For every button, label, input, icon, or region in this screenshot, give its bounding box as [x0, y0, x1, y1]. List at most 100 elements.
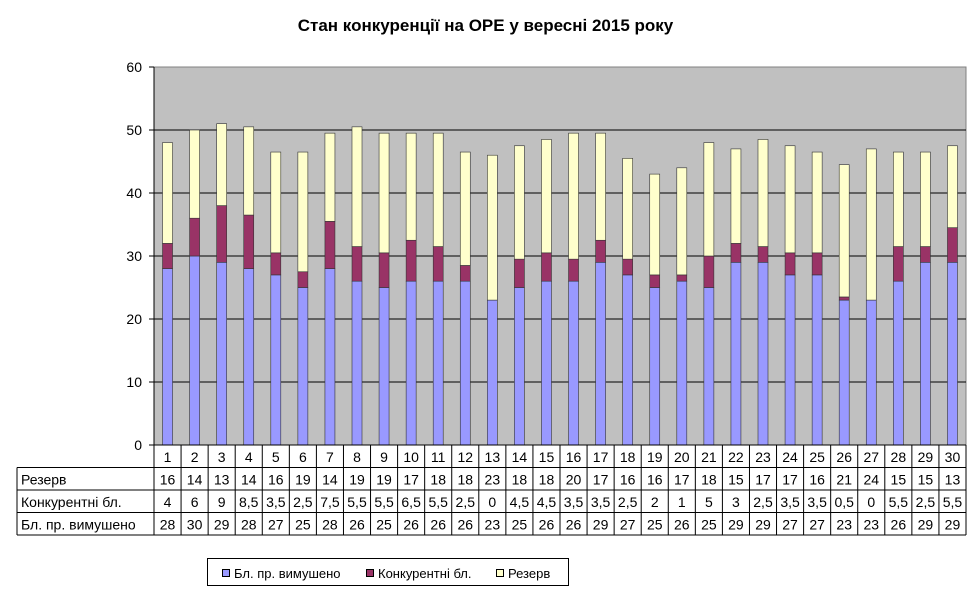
bar-forced: [811, 274, 823, 446]
bar-reserve: [432, 132, 444, 247]
legend-swatch-forced: [222, 569, 230, 577]
table-row-competitive-cell: 3,5: [591, 494, 611, 510]
table-row-competitive-cell: 3,5: [266, 494, 286, 510]
table-row-forced-cell: 29: [593, 517, 609, 533]
bar-reserve: [947, 145, 958, 228]
x-tick-label: 18: [620, 449, 636, 465]
table-row-forced-cell: 26: [566, 517, 582, 533]
x-tick-label: 17: [593, 449, 609, 465]
table-row-forced-cell: 23: [836, 517, 852, 533]
table-row-competitive-cell: 5,5: [943, 494, 963, 510]
table-row-competitive-cell: 5,5: [889, 494, 909, 510]
x-tick-label: 10: [403, 449, 419, 465]
bar-reserve: [243, 126, 255, 216]
bar-reserve: [622, 158, 633, 260]
bar-competitive: [459, 265, 471, 282]
x-tick-label: 25: [809, 449, 825, 465]
x-tick-label: 19: [647, 449, 663, 465]
table-row-competitive-cell: 4,5: [537, 494, 557, 510]
y-tick-label: 10: [126, 374, 142, 390]
table-row-forced-cell: 26: [539, 517, 555, 533]
table-row-competitive-cell: 5,5: [428, 494, 448, 510]
bar-forced: [595, 261, 606, 446]
bar-competitive: [378, 252, 390, 288]
legend-label-reserve: Резерв: [508, 566, 551, 581]
table-row-competitive-cell: 6,5: [401, 494, 421, 510]
bar-reserve: [811, 151, 823, 254]
bar-reserve: [730, 148, 742, 244]
y-tick-label: 0: [134, 437, 142, 453]
table-row-forced-cell: 26: [891, 517, 907, 533]
bar-competitive: [811, 252, 823, 276]
table-row-reserve-cell: 20: [566, 472, 582, 488]
bar-forced: [676, 280, 688, 446]
bar-reserve: [676, 167, 688, 276]
table-row-reserve-cell: 24: [863, 472, 879, 488]
bar-reserve: [595, 132, 606, 241]
bar-reserve: [893, 151, 904, 247]
table-row-reserve-cell: 13: [945, 472, 961, 488]
bar-reserve: [649, 173, 661, 276]
bar-competitive: [162, 243, 173, 269]
table-row-competitive-cell: 3,5: [807, 494, 827, 510]
table-row-competitive-cell: 6: [191, 494, 199, 510]
table-row-forced-cell: 25: [701, 517, 717, 533]
x-tick-label: 28: [891, 449, 907, 465]
bar-forced: [838, 299, 850, 446]
table-row-reserve-cell: 13: [214, 472, 230, 488]
table-row-reserve-cell: 18: [701, 472, 717, 488]
bar-reserve: [189, 129, 200, 219]
table-row-reserve-cell: 16: [160, 472, 176, 488]
table-row-competitive-cell: 2,5: [293, 494, 313, 510]
table-row-forced-cell: 28: [160, 517, 176, 533]
table-row-reserve-cell: 19: [349, 472, 365, 488]
table-row-forced-cell: 26: [457, 517, 473, 533]
table-row-forced-cell: 27: [620, 517, 636, 533]
bar-competitive: [243, 214, 255, 269]
table-row-forced-cell: 26: [403, 517, 419, 533]
table-row-reserve-cell: 14: [322, 472, 338, 488]
x-tick-label: 22: [728, 449, 744, 465]
x-tick-label: 30: [945, 449, 961, 465]
table-row-forced-cell: 30: [187, 517, 203, 533]
bar-competitive: [947, 227, 958, 263]
bar-reserve: [216, 123, 227, 206]
table-row-competitive-cell: 2,5: [916, 494, 936, 510]
x-tick-label: 1: [164, 449, 172, 465]
table-row-competitive-cell: 4: [164, 494, 172, 510]
bar-competitive: [297, 271, 309, 288]
table-row-competitive-cell: 5,5: [374, 494, 394, 510]
x-tick-label: 26: [836, 449, 852, 465]
table-row-reserve-cell: 21: [836, 472, 852, 488]
table-row-competitive-cell: 5,5: [347, 494, 367, 510]
x-tick-label: 20: [674, 449, 690, 465]
x-tick-label: 23: [755, 449, 771, 465]
bar-competitive: [568, 258, 579, 282]
table-row-reserve-cell: 17: [755, 472, 771, 488]
table-row-forced-cell: 25: [376, 517, 392, 533]
table-row-forced-cell: 29: [214, 517, 230, 533]
bar-forced: [189, 255, 200, 446]
x-tick-label: 16: [566, 449, 582, 465]
bar-competitive: [514, 258, 525, 288]
table-row-competitive-cell: 3,5: [780, 494, 800, 510]
table-row-competitive-label: Конкурентні бл.: [21, 494, 122, 510]
bar-competitive: [595, 239, 606, 263]
bar-forced: [162, 268, 173, 446]
legend-label-forced: Бл. пр. вимушено: [234, 566, 341, 581]
table-row-competitive-cell: 0,5: [834, 494, 854, 510]
table-row-reserve-cell: 18: [512, 472, 528, 488]
table-row-forced-cell: 25: [512, 517, 528, 533]
x-tick-label: 3: [218, 449, 226, 465]
bar-forced: [351, 280, 363, 446]
table-row-competitive-cell: 2: [651, 494, 659, 510]
x-tick-label: 27: [863, 449, 879, 465]
bar-reserve: [487, 154, 498, 301]
bar-forced: [324, 268, 336, 446]
table-row-forced-cell: 27: [809, 517, 825, 533]
table-row-reserve-label: Резерв: [21, 472, 66, 488]
bar-reserve: [920, 151, 931, 247]
bar-competitive: [541, 252, 552, 282]
table-row-reserve-cell: 16: [809, 472, 825, 488]
bar-forced: [730, 261, 742, 446]
